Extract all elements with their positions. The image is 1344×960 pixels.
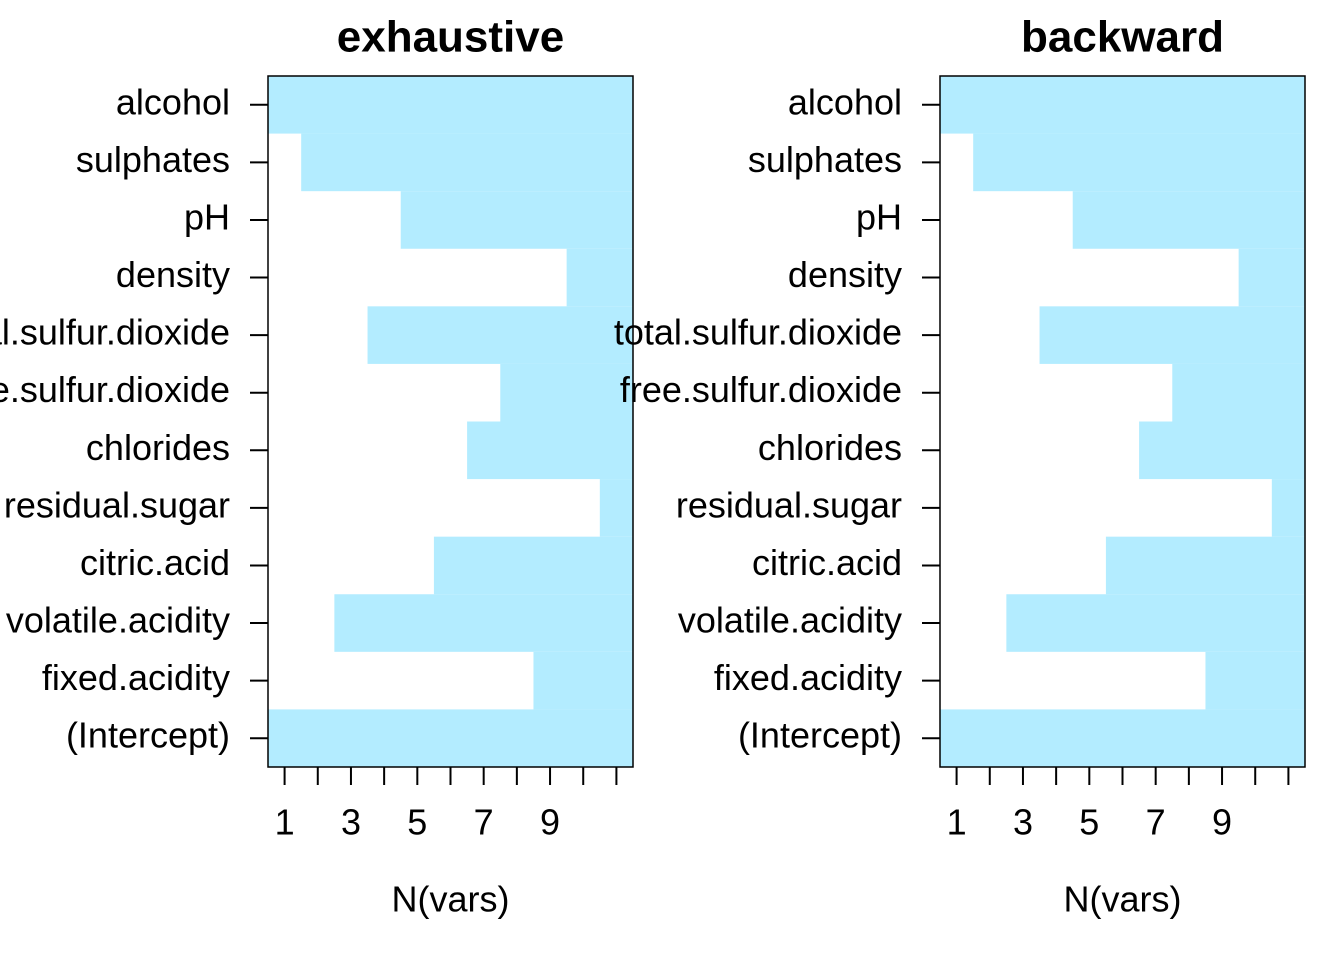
bar	[400, 191, 633, 249]
y-tick-label: chlorides	[86, 427, 230, 468]
bar	[1238, 248, 1305, 307]
bar	[268, 76, 633, 134]
x-axis-label: N(vars)	[1064, 879, 1182, 920]
y-tick-label: density	[116, 254, 230, 295]
bar	[1072, 191, 1305, 249]
y-tick-label: total.sulfur.dioxide	[0, 312, 230, 353]
y-tick-label: total.sulfur.dioxide	[614, 312, 902, 353]
bar	[500, 363, 633, 422]
bar	[433, 536, 633, 595]
y-tick-label: sulphates	[748, 139, 902, 180]
x-tick-label: 7	[1146, 802, 1166, 843]
y-tick-label: volatile.acidity	[6, 600, 230, 641]
y-tick-label: citric.acid	[752, 542, 902, 583]
y-tick-label: alcohol	[116, 81, 230, 122]
bar	[1172, 363, 1305, 422]
x-axis-label: N(vars)	[392, 879, 510, 920]
x-tick-label: 9	[540, 802, 560, 843]
bar	[467, 421, 633, 480]
bar	[1105, 536, 1305, 595]
y-tick-label: free.sulfur.dioxide	[0, 369, 230, 410]
bar	[367, 306, 633, 364]
y-tick-label: residual.sugar	[676, 484, 902, 525]
y-tick-label: residual.sugar	[4, 484, 230, 525]
y-tick-label: free.sulfur.dioxide	[620, 369, 902, 410]
bar	[940, 76, 1305, 134]
y-tick-label: density	[788, 254, 902, 295]
x-tick-label: 1	[275, 802, 295, 843]
y-tick-label: fixed.acidity	[42, 657, 230, 698]
y-tick-label: (Intercept)	[66, 715, 230, 756]
x-tick-label: 5	[407, 802, 427, 843]
y-tick-label: (Intercept)	[738, 715, 902, 756]
x-tick-label: 3	[341, 802, 361, 843]
bar	[566, 248, 633, 307]
y-tick-label: pH	[856, 196, 902, 237]
x-tick-label: 3	[1013, 802, 1033, 843]
bar	[1139, 421, 1305, 480]
x-tick-label: 7	[474, 802, 494, 843]
bar	[533, 651, 633, 710]
x-tick-label: 9	[1212, 802, 1232, 843]
y-tick-label: volatile.acidity	[678, 600, 902, 641]
bar	[940, 709, 1305, 767]
y-tick-label: alcohol	[788, 81, 902, 122]
y-tick-label: pH	[184, 196, 230, 237]
bar	[301, 133, 633, 192]
panel-title: exhaustive	[337, 13, 564, 62]
y-tick-label: chlorides	[758, 427, 902, 468]
x-tick-label: 1	[947, 802, 967, 843]
bar	[1271, 479, 1305, 537]
bar	[599, 479, 633, 537]
bar	[1205, 651, 1305, 710]
x-tick-label: 5	[1079, 802, 1099, 843]
bar	[334, 594, 633, 652]
bar	[268, 709, 633, 767]
panel-title: backward	[1021, 13, 1224, 62]
y-tick-label: fixed.acidity	[714, 657, 902, 698]
bar	[973, 133, 1305, 192]
bar	[1039, 306, 1305, 364]
y-tick-label: sulphates	[76, 139, 230, 180]
y-tick-label: citric.acid	[80, 542, 230, 583]
bar	[1006, 594, 1305, 652]
